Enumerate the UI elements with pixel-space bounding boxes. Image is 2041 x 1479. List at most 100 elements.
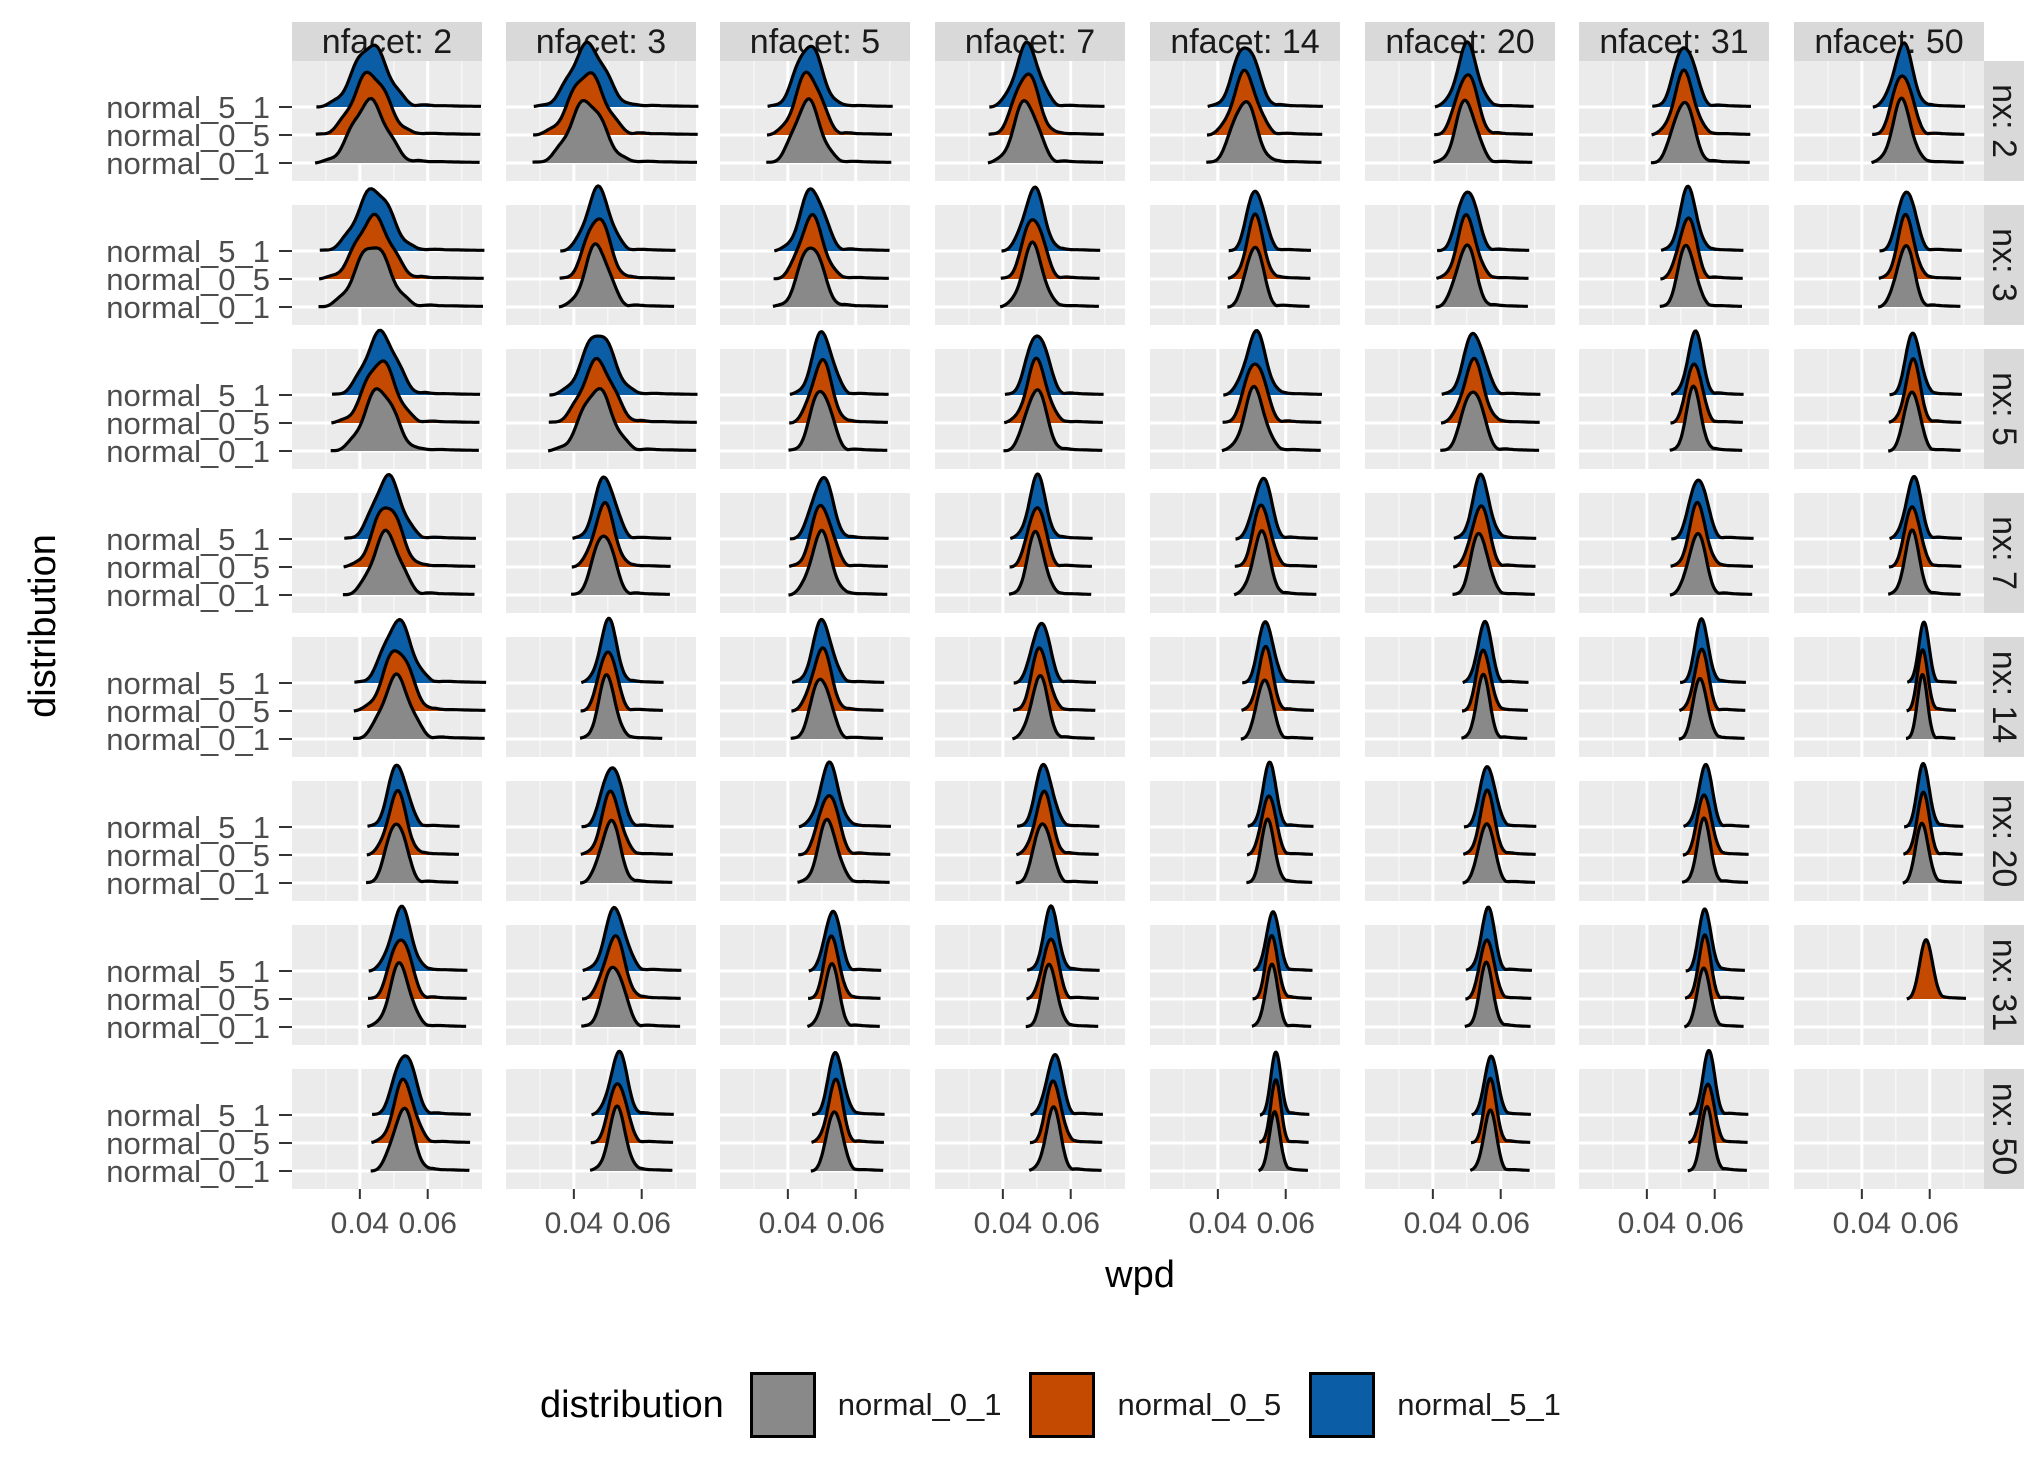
ridge-line-normal-0-5 xyxy=(1669,362,1744,425)
ridge-line-normal-0-5 xyxy=(1462,788,1537,856)
ridge-line-normal-5-1 xyxy=(354,617,487,684)
ridge-fill-normal-0-1 xyxy=(807,963,880,1027)
ridge-line-normal-0-1 xyxy=(570,534,671,596)
ridge-line-normal-0-5 xyxy=(788,503,889,568)
ridge-line-normal-5-1 xyxy=(560,184,676,253)
ridge-line-normal-0-5 xyxy=(1878,212,1962,280)
ridge-line-normal-0-1 xyxy=(987,99,1104,165)
ridge-line-normal-5-1 xyxy=(1470,1054,1532,1117)
y-tick-label: normal_5_1 xyxy=(106,234,270,269)
legend-key-normal-0-5 xyxy=(1029,1372,1096,1438)
x-tick-label: 0.04 xyxy=(1189,1207,1247,1240)
ridge-fill-normal-0-1 xyxy=(1234,530,1317,595)
ridge-line-normal-0-1 xyxy=(1240,678,1314,741)
ridge-line-normal-0-5 xyxy=(1670,500,1754,568)
legend-item-normal-5-1: normal_5_1 xyxy=(1309,1372,1561,1438)
row-strip-label: nx: 5 xyxy=(1985,372,2023,446)
ridge-line-normal-0-1 xyxy=(1669,384,1743,452)
ridge-line-normal-0-5 xyxy=(1222,362,1322,424)
row-strip-label: nx: 50 xyxy=(1985,1083,2023,1176)
ridge-line-normal-5-1 xyxy=(368,904,468,973)
ridge-fill-normal-0-1 xyxy=(1461,674,1528,739)
panel-background xyxy=(1794,1069,1984,1189)
ridge-line-normal-5-1 xyxy=(1684,907,1746,973)
ridge-line-normal-0-5 xyxy=(1025,937,1100,1001)
ridge-line-normal-5-1 xyxy=(811,1051,886,1117)
x-tick-label: 0.04 xyxy=(1833,1207,1891,1240)
ridge-fill-normal-0-1 xyxy=(1669,533,1753,595)
ridge-line-normal-0-5 xyxy=(1464,938,1532,1001)
ridge-line-normal-0-1 xyxy=(318,246,483,309)
ridge-line-normal-0-5 xyxy=(371,1077,471,1145)
ridge-line-normal-0-1 xyxy=(1887,390,1962,453)
ridge-line-normal-0-5 xyxy=(315,70,481,136)
ridge-line-normal-0-1 xyxy=(1877,244,1961,309)
col-strip xyxy=(506,22,696,61)
ridge-line-normal-0-1 xyxy=(1687,1104,1748,1173)
x-tick-label: 0.04 xyxy=(331,1207,389,1240)
ridge-fill-normal-0-1 xyxy=(580,820,673,883)
y-tick-label: normal_5_1 xyxy=(106,954,270,989)
ridge-line-normal-0-1 xyxy=(806,962,881,1028)
ridge-fill-normal-0-1 xyxy=(353,673,485,739)
ridge-line-normal-0-1 xyxy=(1452,531,1536,596)
ridge-line-normal-0-1 xyxy=(532,98,697,164)
row-strip-label: nx: 3 xyxy=(1985,228,2023,302)
ridge-line-normal-0-5 xyxy=(1470,1076,1531,1145)
y-axis-title: distribution xyxy=(22,534,64,718)
row-strip xyxy=(1984,349,2024,469)
ridge-line-normal-5-1 xyxy=(1235,476,1319,541)
row-strip-label: nx: 7 xyxy=(1985,516,2023,590)
row-strip xyxy=(1984,61,2024,181)
ridge-line-normal-5-1 xyxy=(1906,620,1958,684)
ridge-line-normal-5-1 xyxy=(1252,910,1314,973)
col-strip xyxy=(292,22,482,61)
ridge-line-normal-5-1 xyxy=(533,40,699,109)
col-strip-label: nfacet: 50 xyxy=(1814,23,1963,61)
ridge-line-normal-0-5 xyxy=(581,934,681,1001)
ridge-line-normal-5-1 xyxy=(1009,472,1093,541)
ridge-line-normal-5-1 xyxy=(1872,41,1966,109)
ridge-line-normal-0-1 xyxy=(1251,962,1312,1028)
ridge-line-normal-5-1 xyxy=(1001,185,1101,253)
x-tick-label: 0.06 xyxy=(1686,1207,1744,1240)
ridge-line-normal-0-5 xyxy=(580,650,664,713)
ridge-line-normal-5-1 xyxy=(549,334,698,397)
ridge-line-normal-0-5 xyxy=(1009,506,1093,569)
ridge-line-normal-0-5 xyxy=(1461,648,1529,713)
ridge-line-normal-0-1 xyxy=(1440,390,1540,452)
legend-item-normal-0-5: normal_0_5 xyxy=(1029,1372,1281,1438)
ridge-line-normal-5-1 xyxy=(1463,765,1537,829)
col-strip-label: nfacet: 3 xyxy=(536,23,666,61)
ridge-line-normal-5-1 xyxy=(1436,190,1530,253)
row-strip-label: nx: 20 xyxy=(1985,795,2023,888)
x-tick-label: 0.06 xyxy=(1257,1207,1315,1240)
y-tick-label: normal_0_1 xyxy=(106,1010,270,1045)
ridge-line-normal-5-1 xyxy=(767,44,893,108)
ridge-line-normal-0-5 xyxy=(988,72,1104,136)
col-strip-label: nfacet: 2 xyxy=(322,23,452,61)
row-strip xyxy=(1984,493,2024,613)
ridge-line-normal-5-1 xyxy=(1465,905,1533,972)
ridge-fill-normal-0-1 xyxy=(766,98,892,163)
ridge-line-normal-0-1 xyxy=(1678,677,1746,741)
ridge-line-normal-0-1 xyxy=(797,817,890,884)
ridge-fill-normal-0-1 xyxy=(1206,101,1322,163)
x-tick-label: 0.04 xyxy=(1404,1207,1462,1240)
ridge-line-normal-5-1 xyxy=(591,1049,675,1117)
ridge-line-normal-0-5 xyxy=(331,359,480,425)
ridge-line-normal-5-1 xyxy=(1016,762,1100,828)
ridge-line-normal-5-1 xyxy=(1434,40,1534,109)
ridge-line-normal-0-1 xyxy=(1669,531,1753,597)
x-tick-label: 0.04 xyxy=(1618,1207,1676,1240)
legend: distribution normal_0_1 normal_0_5 norma… xyxy=(540,1362,1589,1448)
y-tick-label: normal_0_1 xyxy=(106,146,270,181)
ridge-line-normal-5-1 xyxy=(1670,478,1754,541)
ridge-line-normal-0-5 xyxy=(580,789,674,856)
ridge-fill-normal-0-1 xyxy=(318,247,483,307)
ridge-line-normal-0-5 xyxy=(1687,1082,1749,1145)
ridge-line-normal-0-1 xyxy=(365,822,459,885)
ridge-line-normal-0-5 xyxy=(343,506,476,569)
ridge-line-normal-0-5 xyxy=(1684,933,1745,1000)
ridge-line-normal-0-1 xyxy=(1659,243,1743,308)
